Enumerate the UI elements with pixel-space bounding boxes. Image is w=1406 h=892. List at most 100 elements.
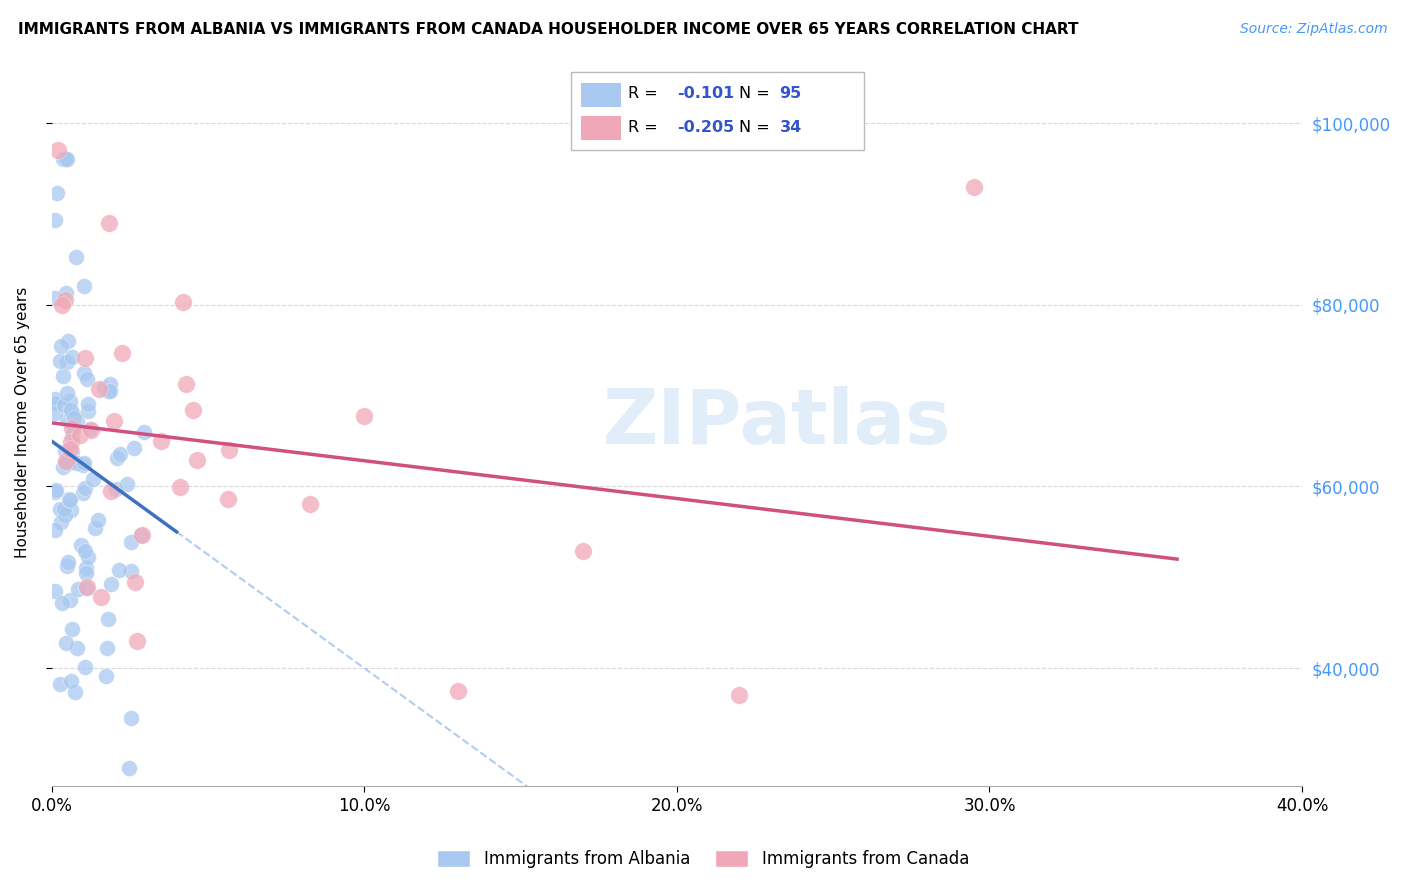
Point bbox=[77, 549, 100, 564]
Point bbox=[44, 396, 66, 410]
Point bbox=[125, 634, 148, 648]
Point bbox=[46, 186, 69, 200]
Point bbox=[72, 458, 94, 472]
Text: N =: N = bbox=[740, 120, 775, 135]
Point bbox=[104, 482, 127, 496]
Point bbox=[75, 566, 97, 580]
Point bbox=[55, 153, 77, 167]
Point bbox=[59, 403, 82, 417]
Point bbox=[56, 555, 79, 569]
Point bbox=[115, 477, 138, 491]
Point bbox=[44, 406, 66, 420]
Point bbox=[58, 492, 80, 507]
Point bbox=[218, 443, 240, 458]
Point bbox=[55, 285, 77, 300]
Point bbox=[728, 689, 751, 703]
Point bbox=[124, 575, 146, 590]
Text: ZIPatlas: ZIPatlas bbox=[603, 386, 952, 460]
Text: 34: 34 bbox=[779, 120, 801, 135]
FancyBboxPatch shape bbox=[581, 83, 620, 107]
Point bbox=[45, 483, 67, 497]
Point bbox=[76, 581, 98, 595]
Point bbox=[44, 392, 66, 407]
Point bbox=[59, 442, 82, 456]
Point bbox=[169, 480, 191, 494]
Text: -0.101: -0.101 bbox=[676, 87, 734, 102]
Point bbox=[63, 410, 86, 425]
Point bbox=[69, 428, 91, 442]
Point bbox=[55, 293, 77, 307]
Point bbox=[56, 354, 79, 368]
Text: R =: R = bbox=[628, 87, 664, 102]
Point bbox=[73, 351, 96, 366]
Point bbox=[82, 472, 104, 486]
Point bbox=[51, 596, 73, 610]
Point bbox=[75, 481, 97, 495]
Point bbox=[75, 660, 97, 674]
Point bbox=[52, 153, 75, 167]
Point bbox=[73, 366, 96, 380]
Point bbox=[76, 397, 98, 411]
Text: IMMIGRANTS FROM ALBANIA VS IMMIGRANTS FROM CANADA HOUSEHOLDER INCOME OVER 65 YEA: IMMIGRANTS FROM ALBANIA VS IMMIGRANTS FR… bbox=[18, 22, 1078, 37]
Point bbox=[49, 339, 72, 353]
Point bbox=[63, 418, 86, 433]
Point bbox=[103, 414, 125, 428]
Point bbox=[60, 350, 83, 364]
Point bbox=[149, 434, 172, 449]
Point bbox=[53, 456, 76, 470]
Point bbox=[172, 294, 194, 309]
Point bbox=[181, 402, 204, 417]
Point bbox=[65, 250, 87, 264]
Point bbox=[60, 445, 83, 459]
Point bbox=[120, 535, 142, 549]
Point bbox=[79, 422, 101, 436]
Point bbox=[72, 486, 94, 500]
Point bbox=[129, 528, 152, 542]
Point bbox=[44, 212, 66, 227]
Point bbox=[298, 497, 321, 511]
Point bbox=[96, 641, 118, 656]
Point bbox=[105, 450, 128, 465]
Point bbox=[75, 581, 97, 595]
Point bbox=[53, 398, 76, 412]
Point bbox=[87, 382, 110, 396]
Point bbox=[66, 582, 89, 596]
Point bbox=[51, 516, 73, 530]
Point bbox=[58, 493, 80, 508]
Point bbox=[76, 404, 98, 418]
Point bbox=[52, 369, 75, 384]
Point bbox=[76, 372, 98, 386]
Point bbox=[186, 453, 208, 467]
Point bbox=[447, 683, 470, 698]
Point bbox=[73, 279, 96, 293]
Point bbox=[100, 483, 122, 498]
Point bbox=[44, 584, 66, 599]
Point bbox=[84, 520, 107, 534]
Point bbox=[60, 674, 83, 689]
FancyBboxPatch shape bbox=[581, 116, 620, 140]
Point bbox=[73, 456, 96, 470]
Text: 95: 95 bbox=[779, 87, 801, 102]
Point bbox=[97, 612, 120, 626]
Point bbox=[90, 591, 112, 605]
Point bbox=[100, 577, 122, 591]
Point bbox=[217, 492, 239, 507]
Point bbox=[87, 513, 110, 527]
Point bbox=[97, 384, 120, 399]
Point bbox=[131, 528, 153, 542]
Legend: Immigrants from Albania, Immigrants from Canada: Immigrants from Albania, Immigrants from… bbox=[430, 843, 976, 875]
Point bbox=[53, 508, 76, 522]
Point bbox=[120, 711, 142, 725]
Point bbox=[108, 447, 131, 461]
Point bbox=[59, 593, 82, 607]
Point bbox=[59, 393, 82, 408]
Point bbox=[75, 561, 97, 575]
Point bbox=[963, 179, 986, 194]
Point bbox=[80, 423, 103, 437]
Point bbox=[97, 216, 120, 230]
Y-axis label: Householder Income Over 65 years: Householder Income Over 65 years bbox=[15, 287, 30, 558]
Point bbox=[58, 456, 80, 470]
Point bbox=[98, 384, 121, 399]
Point bbox=[62, 408, 84, 422]
Point bbox=[63, 684, 86, 698]
